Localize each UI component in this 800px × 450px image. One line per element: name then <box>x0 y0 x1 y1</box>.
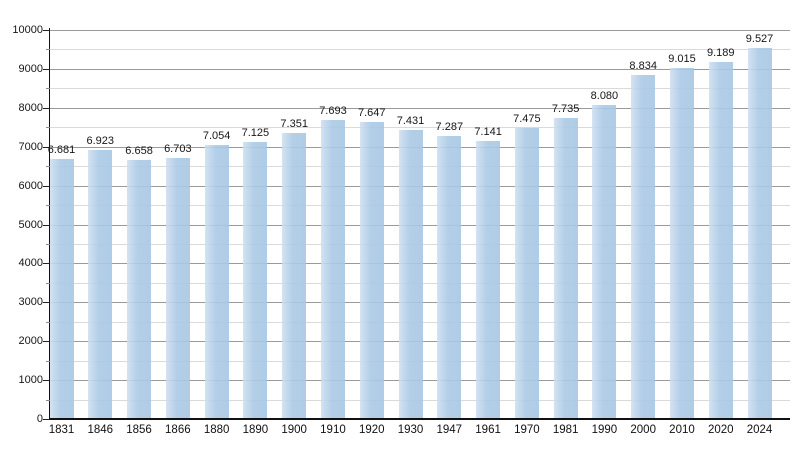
y-axis-tick-label: 8000 <box>18 101 43 114</box>
y-axis-tick-label: 5000 <box>18 218 43 231</box>
bar-value-label: 9.189 <box>706 46 735 59</box>
y-axis-tick <box>43 185 50 187</box>
bar-value-label: 9.015 <box>668 53 696 66</box>
bar <box>747 48 772 419</box>
bar-value-label: 7.431 <box>396 114 425 127</box>
x-axis-tick-label: 1947 <box>436 424 463 436</box>
y-axis-minor-tick <box>46 321 50 323</box>
bar-value-label: 7.125 <box>241 126 270 139</box>
y-axis-tick-label: 6000 <box>18 179 43 192</box>
gridline-major <box>50 30 790 31</box>
y-axis-minor-tick <box>46 49 50 51</box>
bar-value-label: 7.351 <box>280 118 308 131</box>
bar-value-label: 8.834 <box>629 60 657 73</box>
y-axis-minor-tick <box>46 88 50 90</box>
x-axis-tick-label: 2020 <box>707 424 734 436</box>
bar <box>398 129 423 419</box>
y-axis-tick <box>43 146 50 148</box>
x-axis-tick-label: 1981 <box>552 424 579 436</box>
bar <box>669 68 694 419</box>
y-axis-tick <box>43 224 50 226</box>
x-axis-tick-label: 2010 <box>669 424 695 436</box>
y-axis-tick-label: 1000 <box>18 374 43 387</box>
bar-value-label: 7.693 <box>319 104 347 117</box>
y-axis-tick <box>43 302 50 304</box>
y-axis-tick-label: 10000 <box>12 24 43 36</box>
y-axis-tick-label: 4000 <box>18 257 43 270</box>
x-axis-tick-label: 1930 <box>397 424 424 436</box>
bar <box>165 158 190 419</box>
bar-value-label: 6.923 <box>86 134 115 147</box>
y-axis-tick <box>43 107 50 109</box>
bar <box>437 135 462 419</box>
y-axis-tick <box>43 68 50 70</box>
bar <box>708 61 733 419</box>
y-axis-minor-tick <box>46 166 50 168</box>
y-axis-minor-tick <box>46 282 50 284</box>
y-axis-tick-label: 2000 <box>18 335 43 348</box>
x-axis-tick-label: 1866 <box>165 424 191 436</box>
x-axis-line <box>48 418 790 420</box>
bar-value-label: 7.141 <box>474 126 502 139</box>
y-axis-tick <box>43 263 50 265</box>
x-axis-tick-label: 1831 <box>48 424 75 436</box>
bar <box>127 160 152 419</box>
bar <box>243 141 268 419</box>
x-axis-tick-label: 1990 <box>591 424 618 436</box>
bar <box>282 133 307 419</box>
y-axis-minor-tick <box>46 127 50 129</box>
bar <box>204 144 229 419</box>
bar-value-label: 7.647 <box>357 106 386 119</box>
y-axis-tick-label: 3000 <box>18 296 43 309</box>
bar-value-label: 8.080 <box>590 89 619 102</box>
x-axis-tick-label: 1890 <box>242 424 269 436</box>
y-axis-tick <box>43 30 50 31</box>
bar-value-label: 6.703 <box>164 143 192 156</box>
gridline-major <box>50 68 790 70</box>
bar-value-label: 6.658 <box>125 145 153 157</box>
y-axis-line <box>48 28 50 420</box>
bar <box>49 159 74 419</box>
y-axis-tick <box>43 380 50 382</box>
bar <box>88 149 113 419</box>
x-axis-tick-label: 1970 <box>514 424 540 436</box>
y-axis-tick <box>43 419 50 420</box>
x-axis-tick-label: 1856 <box>126 424 152 436</box>
bar <box>592 104 617 419</box>
bar <box>476 141 501 419</box>
x-axis-tick-label: 1910 <box>320 424 346 436</box>
y-axis-minor-tick <box>46 205 50 207</box>
x-axis-tick-label: 1920 <box>358 424 385 436</box>
x-axis-tick-label: 1880 <box>203 424 230 436</box>
y-axis-tick <box>43 341 50 343</box>
x-axis-tick-label: 1846 <box>87 424 114 436</box>
bar-value-label: 6.681 <box>47 144 76 157</box>
x-axis-tick-label: 2024 <box>746 424 773 436</box>
gridline-minor <box>50 49 790 51</box>
x-axis-tick-label: 1900 <box>281 424 307 436</box>
gridline-minor <box>50 127 790 129</box>
bar-value-label: 7.735 <box>551 103 580 116</box>
bar <box>514 128 539 419</box>
bar-value-label: 7.475 <box>513 113 541 126</box>
x-axis-tick-label: 2000 <box>630 424 656 436</box>
y-axis-tick-label: 0 <box>36 413 43 425</box>
bar-value-label: 9.527 <box>745 33 774 46</box>
bar <box>631 75 656 419</box>
y-axis-minor-tick <box>46 399 50 401</box>
gridline-major <box>50 107 790 109</box>
y-axis-tick-label: 7000 <box>18 140 43 153</box>
gridline-minor <box>50 88 790 90</box>
bar-value-label: 7.287 <box>435 120 464 133</box>
bar <box>320 119 345 419</box>
bar <box>553 118 578 419</box>
bar-value-label: 7.054 <box>202 129 231 142</box>
x-axis-tick-label: 1961 <box>475 424 501 436</box>
y-axis-tick-label: 9000 <box>18 62 43 75</box>
bar <box>359 121 384 419</box>
y-axis-minor-tick <box>46 360 50 362</box>
y-axis-minor-tick <box>46 243 50 245</box>
